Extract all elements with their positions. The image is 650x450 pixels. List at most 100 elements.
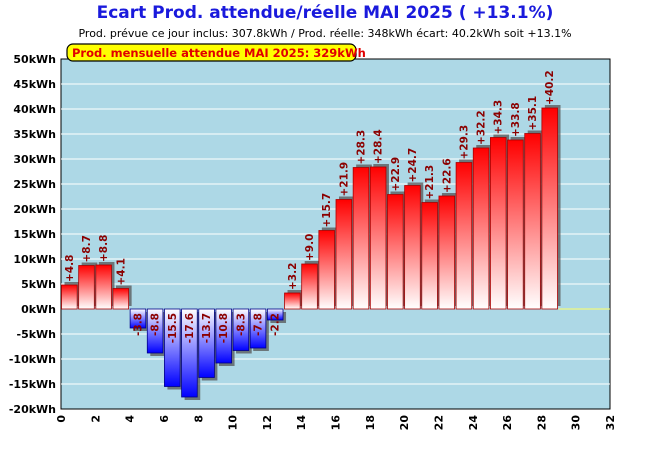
- bar: [284, 292, 301, 310]
- bar: [524, 133, 541, 310]
- x-tick-label: 28: [535, 415, 548, 430]
- data-label: +40.2: [544, 70, 556, 105]
- data-label: -15.5: [167, 313, 179, 343]
- x-tick-label: 12: [261, 415, 274, 430]
- bar: [129, 308, 147, 329]
- data-label: -3.8: [132, 313, 144, 336]
- x-tick-label: 16: [330, 415, 343, 431]
- bar: [507, 139, 524, 310]
- bar: [541, 107, 558, 310]
- y-axis-ticks: 50kWh 45kWh 40kWh 35kWh 30kWh 25kWh 20kWh 15kWh…: [9, 53, 56, 416]
- x-tick-label: 0: [55, 415, 68, 423]
- bar: [369, 166, 387, 310]
- y-tick-label: 40kWh: [13, 103, 56, 116]
- x-axis-ticks: 0 2 4 6 8 10 12 14 16 18 20 22 24 26 28 30 32: [55, 415, 617, 431]
- data-label: +9.0: [304, 234, 316, 261]
- bar: [404, 185, 421, 310]
- data-label: -8.8: [150, 313, 162, 336]
- x-tick-label: 6: [158, 415, 171, 423]
- bar: [181, 308, 198, 398]
- data-label: -2.2: [270, 313, 282, 336]
- chart-subtitle: Prod. prévue ce jour inclus: 307.8kWh / …: [78, 27, 572, 40]
- bar: [335, 199, 353, 310]
- bar: [61, 284, 78, 310]
- y-tick-label: 35kWh: [13, 128, 56, 141]
- data-label: +8.8: [98, 235, 110, 262]
- x-tick-label: 30: [570, 415, 583, 431]
- x-tick-label: 10: [227, 415, 240, 431]
- data-label: -13.7: [201, 313, 213, 343]
- x-tick-label: 20: [398, 415, 411, 431]
- x-tick-label: 2: [89, 415, 102, 423]
- y-tick-label: 15kWh: [13, 228, 56, 241]
- bar: [490, 137, 507, 310]
- data-label: +3.2: [287, 263, 299, 290]
- y-tick-label: 45kWh: [13, 78, 56, 91]
- bars: [61, 105, 561, 400]
- data-label: -7.8: [253, 313, 265, 336]
- y-tick-label: 20kWh: [13, 203, 56, 216]
- x-tick-label: 18: [364, 415, 377, 430]
- bar: [112, 288, 130, 310]
- chart-title: Ecart Prod. attendue/réelle MAI 2025 ( +…: [96, 3, 554, 23]
- bar: [421, 202, 438, 310]
- x-tick-label: 32: [604, 415, 617, 430]
- x-tick-label: 14: [295, 415, 308, 431]
- data-label: -17.6: [184, 313, 196, 343]
- bar: [78, 265, 95, 310]
- data-label: +22.9: [390, 157, 402, 192]
- y-tick-label: 0kWh: [21, 303, 56, 316]
- bar: [301, 263, 318, 310]
- data-label: -8.3: [235, 313, 247, 336]
- x-tick-label: 4: [124, 415, 137, 423]
- data-label: +21.9: [338, 162, 350, 197]
- bar: [164, 308, 181, 387]
- y-tick-label: 10kWh: [13, 253, 56, 266]
- y-tick-label: 25kWh: [13, 178, 56, 191]
- badge-text: Prod. mensuelle attendue MAI 2025: 329kW…: [72, 46, 366, 60]
- data-label: +34.3: [493, 100, 505, 135]
- bar: [455, 162, 473, 310]
- bar: [438, 195, 455, 310]
- bar: [232, 308, 250, 351]
- data-label: +28.4: [373, 129, 385, 164]
- x-tick-label: 26: [501, 415, 514, 431]
- badge-box: [66, 43, 357, 62]
- y-tick-label: 50kWh: [13, 53, 56, 66]
- data-label: +15.7: [321, 193, 333, 228]
- data-label: +21.3: [424, 165, 436, 200]
- data-label: +4.8: [64, 255, 76, 282]
- bar: [266, 308, 284, 321]
- y-tick-label: -5kWh: [17, 328, 57, 341]
- y-tick-label: 5kWh: [21, 278, 56, 291]
- data-label: +28.3: [355, 130, 367, 165]
- bar: [249, 308, 267, 349]
- data-label: +22.6: [441, 158, 453, 193]
- bar: [215, 308, 232, 364]
- data-labels: +4.8+8.7 +8.8+4.1-3.8 -8.8 -15.5 -17.6 -13.7-…: [64, 70, 556, 343]
- bar: [95, 264, 112, 310]
- bar: [198, 308, 215, 378]
- x-tick-label: 8: [192, 415, 205, 423]
- data-label: +35.1: [527, 96, 539, 131]
- bar: [318, 230, 335, 310]
- x-tick-label: 24: [467, 415, 480, 431]
- data-label: +4.1: [115, 258, 127, 285]
- data-label: +24.7: [407, 148, 419, 183]
- bar: [387, 194, 404, 310]
- bar: [146, 308, 164, 354]
- y-tick-label: -15kWh: [9, 378, 56, 391]
- y-tick-label: -10kWh: [9, 353, 56, 366]
- data-label: -10.8: [218, 313, 230, 343]
- y-tick-label: -20kWh: [9, 403, 56, 416]
- bar: [352, 167, 370, 310]
- data-label: +32.2: [476, 110, 488, 145]
- x-tick-label: 22: [432, 415, 445, 430]
- monthly-expected-badge: Prod. mensuelle attendue MAI 2025: 329kW…: [66, 43, 366, 62]
- data-label: +8.7: [81, 235, 93, 262]
- data-label: +33.8: [510, 102, 522, 137]
- data-label: +29.3: [458, 125, 470, 160]
- bar: [472, 147, 490, 310]
- y-tick-label: 30kWh: [13, 153, 56, 166]
